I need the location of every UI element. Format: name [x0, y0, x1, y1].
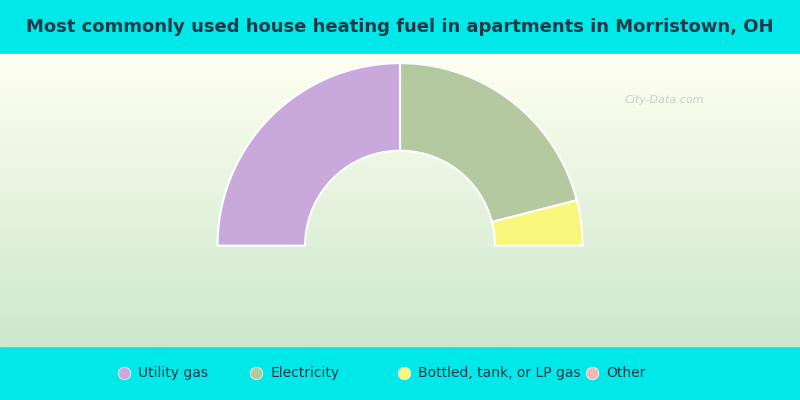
Bar: [0, 116, 800, 120]
Bar: [0, 328, 800, 331]
Bar: [0, 87, 800, 90]
Bar: [0, 258, 800, 262]
Bar: [0, 189, 800, 193]
Bar: [0, 68, 800, 72]
Text: Other: Other: [606, 366, 646, 380]
Text: Most commonly used house heating fuel in apartments in Morristown, OH: Most commonly used house heating fuel in…: [26, 18, 774, 36]
Bar: [0, 346, 800, 400]
Bar: [0, 262, 800, 266]
Bar: [0, 131, 800, 134]
Bar: [0, 269, 800, 273]
Polygon shape: [492, 200, 582, 246]
Bar: [0, 251, 800, 255]
Bar: [0, 339, 800, 342]
Bar: [0, 112, 800, 116]
Bar: [0, 306, 800, 310]
Bar: [0, 295, 800, 298]
Bar: [0, 207, 800, 211]
Bar: [0, 280, 800, 284]
Bar: [0, 160, 800, 164]
Bar: [0, 324, 800, 328]
Bar: [0, 156, 800, 160]
Bar: [0, 211, 800, 214]
Bar: [0, 233, 800, 236]
Bar: [0, 127, 800, 131]
Bar: [0, 65, 800, 69]
Bar: [0, 193, 800, 196]
Bar: [0, 109, 800, 112]
Bar: [0, 0, 800, 54]
Bar: [0, 266, 800, 269]
Bar: [0, 320, 800, 324]
Bar: [0, 98, 800, 102]
Bar: [0, 72, 800, 76]
Text: Bottled, tank, or LP gas: Bottled, tank, or LP gas: [418, 366, 581, 380]
Bar: [0, 244, 800, 248]
Bar: [0, 196, 800, 200]
Bar: [0, 284, 800, 288]
Bar: [0, 277, 800, 280]
Bar: [0, 214, 800, 218]
Bar: [0, 248, 800, 251]
Bar: [0, 310, 800, 313]
Bar: [0, 54, 800, 58]
Bar: [0, 80, 800, 83]
Bar: [0, 138, 800, 142]
Bar: [0, 134, 800, 138]
Bar: [0, 229, 800, 233]
Bar: [0, 76, 800, 80]
Bar: [0, 342, 800, 346]
Bar: [0, 149, 800, 152]
Bar: [0, 236, 800, 240]
Bar: [0, 331, 800, 335]
Bar: [0, 273, 800, 277]
Bar: [0, 178, 800, 182]
Bar: [0, 90, 800, 94]
Bar: [0, 226, 800, 229]
Bar: [0, 200, 800, 204]
Bar: [0, 182, 800, 186]
Bar: [0, 167, 800, 171]
Bar: [0, 164, 800, 167]
Bar: [0, 335, 800, 339]
Text: Utility gas: Utility gas: [138, 366, 208, 380]
Bar: [0, 302, 800, 306]
Bar: [0, 255, 800, 258]
Bar: [0, 83, 800, 87]
Bar: [0, 288, 800, 291]
Bar: [0, 102, 800, 105]
Bar: [0, 94, 800, 98]
Bar: [0, 222, 800, 226]
Bar: [0, 218, 800, 222]
Bar: [0, 123, 800, 127]
Bar: [0, 61, 800, 65]
Polygon shape: [218, 63, 400, 246]
Bar: [0, 171, 800, 174]
Text: Electricity: Electricity: [270, 366, 339, 380]
Bar: [0, 317, 800, 320]
Bar: [0, 58, 800, 61]
Text: City-Data.com: City-Data.com: [624, 95, 704, 105]
Bar: [0, 145, 800, 149]
Bar: [0, 186, 800, 189]
Bar: [0, 120, 800, 123]
Bar: [0, 152, 800, 156]
Bar: [0, 174, 800, 178]
Bar: [0, 298, 800, 302]
Bar: [0, 313, 800, 317]
Bar: [0, 142, 800, 145]
Bar: [0, 105, 800, 109]
Polygon shape: [400, 63, 577, 222]
Bar: [0, 291, 800, 295]
Bar: [0, 204, 800, 207]
Bar: [0, 240, 800, 244]
